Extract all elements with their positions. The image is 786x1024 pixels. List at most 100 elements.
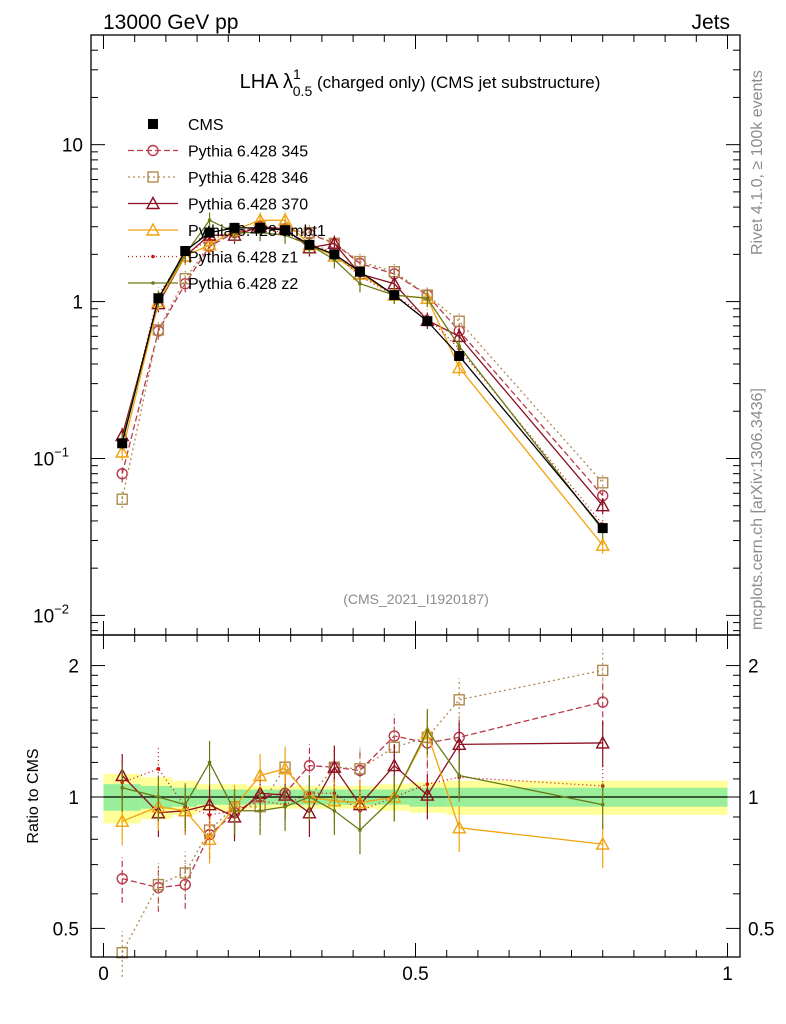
data-point [151, 281, 155, 285]
data-point [425, 782, 430, 786]
y-tick-label: 10 [62, 136, 83, 157]
legend-entry: Pythia 6.428 ambt1 [128, 222, 326, 240]
series-cms [117, 222, 608, 534]
data-point [329, 249, 340, 260]
data-point [255, 222, 266, 233]
data-point [180, 246, 191, 257]
legend-entry: Pythia 6.428 370 [128, 196, 308, 214]
data-point [327, 759, 342, 773]
legend-label: Pythia 6.428 346 [188, 170, 308, 187]
legend-label: Pythia 6.428 z2 [188, 276, 298, 293]
data-point [202, 237, 217, 251]
series-pythia-6-428-z2 [120, 709, 605, 855]
data-point [597, 523, 608, 534]
data-point [207, 218, 212, 223]
data-point [148, 119, 158, 129]
data-point [152, 878, 165, 891]
title-sup: 1 [293, 66, 301, 82]
analysis-id: (CMS_2021_I1920187) [343, 591, 489, 607]
y-tick-label: 1 [72, 293, 83, 314]
data-point [358, 281, 362, 286]
data-point [332, 808, 337, 813]
data-point [156, 795, 161, 799]
category-label: Jets [691, 11, 730, 34]
data-point [352, 795, 368, 809]
plot-title: LHA λ1 0.5 (charged only) (CMS jet substr… [240, 66, 601, 99]
main-panel: 10−2 10−1 1 10 [33, 34, 741, 636]
series-line [121, 228, 604, 525]
data-point [204, 227, 215, 238]
title-rest: (charged only) (CMS jet substructure) [312, 73, 600, 92]
legend-label: Pythia 6.428 345 [188, 144, 308, 161]
y-tick-label-right: 2 [748, 657, 759, 678]
data-point [304, 239, 315, 250]
ratio-ylabel: Ratio to CMS [25, 748, 42, 843]
data-point [303, 759, 316, 772]
data-point [147, 171, 159, 183]
data-point [453, 315, 465, 327]
title-sub: 0.5 [293, 83, 313, 99]
data-point [117, 438, 128, 449]
data-point [156, 767, 161, 771]
data-point [115, 444, 130, 458]
data-point [145, 222, 161, 236]
data-point [153, 293, 164, 304]
data-point [147, 144, 159, 157]
x-tick-label: 1 [722, 964, 733, 985]
y-tick-label-right: 0.5 [748, 919, 774, 940]
data-point [207, 813, 212, 817]
legend-entry: Pythia 6.428 z2 [128, 276, 298, 293]
data-point [232, 808, 237, 813]
data-point [595, 537, 610, 551]
data-point [120, 785, 125, 790]
data-point [307, 795, 312, 799]
data-point [152, 324, 165, 336]
data-point [392, 795, 397, 799]
y-tick-label: 10−1 [33, 444, 69, 470]
data-point [258, 808, 262, 813]
data-point [389, 290, 400, 301]
data-point [179, 867, 191, 879]
data-point [452, 820, 467, 834]
x-tick-label: 0.5 [402, 964, 428, 985]
data-point [452, 736, 467, 751]
data-point [595, 498, 610, 512]
legend-label: CMS [188, 117, 224, 134]
legend-entry: Pythia 6.428 345 [128, 144, 308, 161]
data-point [422, 316, 433, 327]
data-point [116, 493, 128, 505]
data-point [229, 222, 240, 233]
y-tick-label-left: 0.5 [53, 919, 79, 940]
y-tick-label-right: 1 [748, 788, 759, 809]
series-line [122, 729, 603, 831]
data-point [452, 360, 467, 374]
y-tick-label: 10−2 [33, 601, 69, 627]
series-line [121, 742, 603, 818]
data-point [354, 266, 365, 277]
ratio-panel: 0.5 0.5 1 1 2 2 0 0.5 1 [53, 634, 774, 985]
rivet-label: Rivet 4.1.0, ≥ 100k events [749, 70, 766, 255]
data-point [116, 872, 128, 885]
data-point [597, 477, 609, 489]
data-point [358, 828, 362, 832]
data-point [595, 836, 610, 850]
data-point [207, 237, 212, 241]
legend-label: Pythia 6.428 370 [188, 197, 308, 214]
y-tick-label-left: 2 [68, 657, 79, 678]
data-point [425, 296, 430, 301]
data-point [115, 813, 130, 827]
data-point [283, 804, 287, 809]
legend-label: Pythia 6.428 ambt1 [188, 223, 326, 240]
legend-entry: Pythia 6.428 z1 [128, 250, 298, 267]
data-point [179, 272, 191, 285]
data-point [207, 760, 212, 765]
data-point [454, 350, 465, 361]
data-point [202, 797, 217, 811]
mcplots-label: mcplots.cern.ch [arXiv:1306.3436] [749, 388, 766, 630]
data-point [457, 773, 461, 778]
title-main: LHA λ [240, 71, 293, 93]
legend: CMS Pythia 6.428 345 Pythia 6.428 346 Pythi… [128, 117, 326, 293]
legend-label: Pythia 6.428 z1 [188, 250, 298, 267]
data-point [280, 225, 291, 236]
